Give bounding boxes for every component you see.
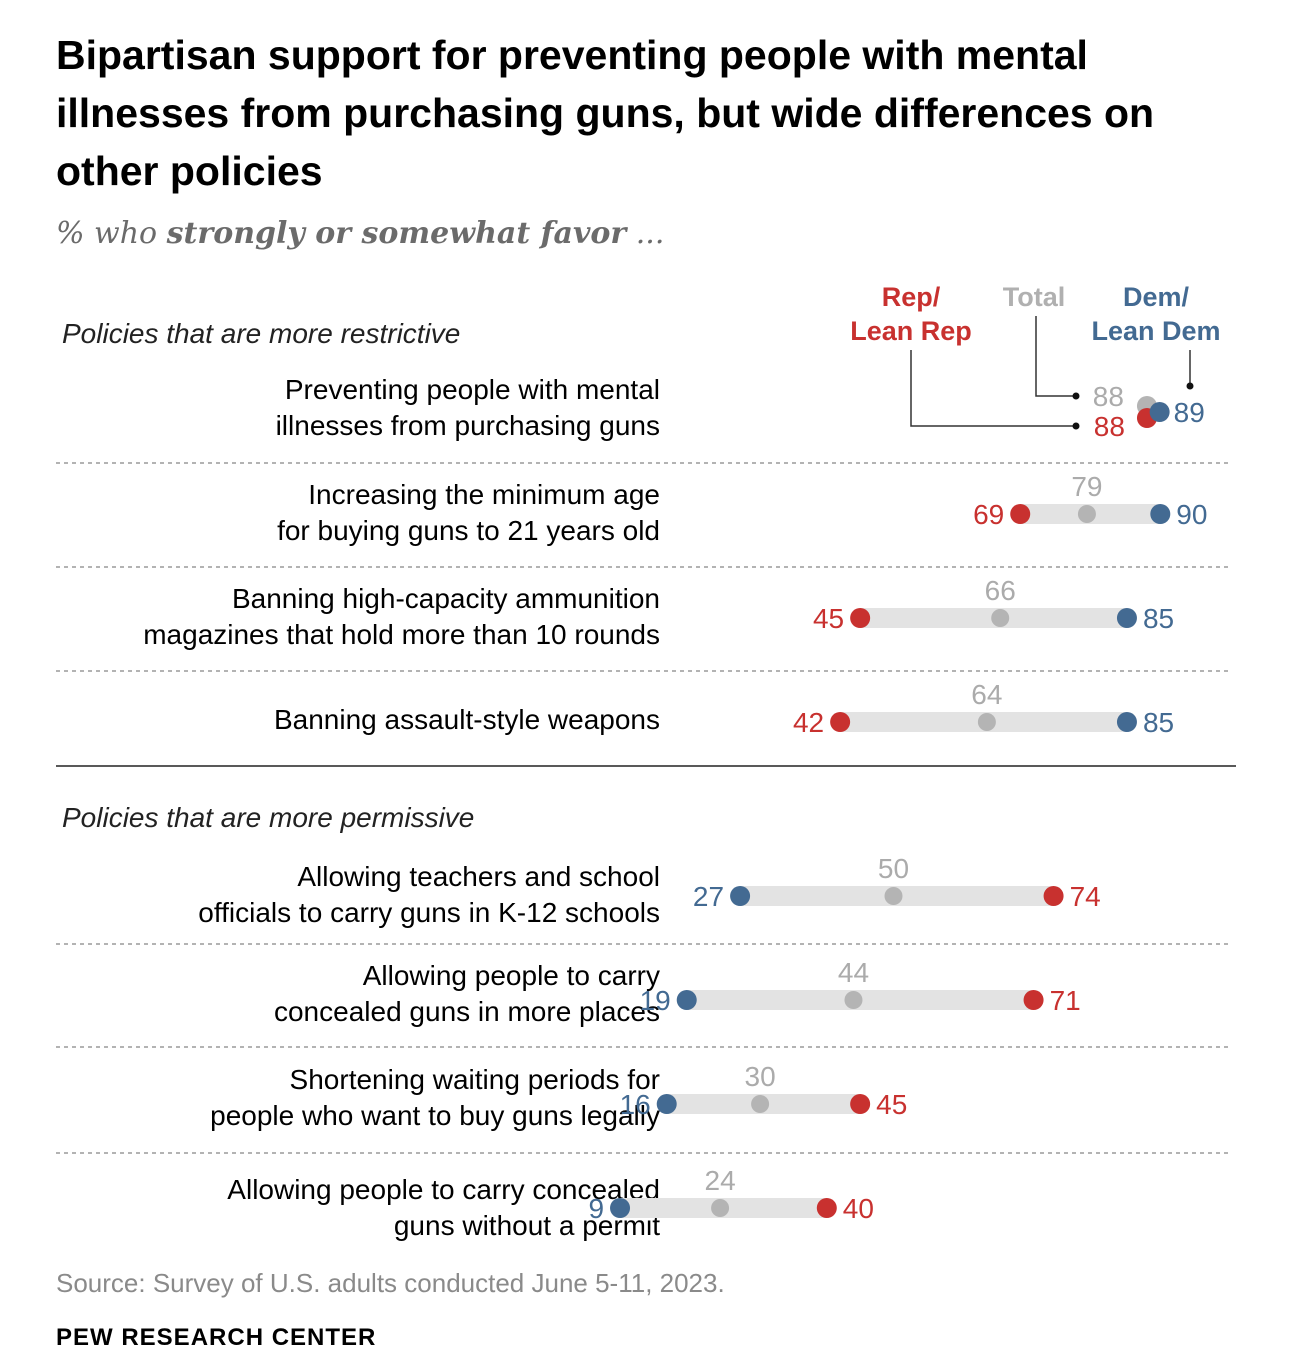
row-label-restrictive-4: Banning assault-style weapons [20, 702, 660, 738]
row-label-line: Shortening waiting periods for [289, 1064, 660, 1095]
dot-dem [610, 1198, 631, 1218]
legend-dem-line1: Dem/ [1123, 282, 1190, 312]
label-total: 24 [705, 1165, 736, 1196]
label-dem: 85 [1143, 707, 1174, 738]
row-label-line: concealed guns in more places [273, 996, 660, 1027]
label-total: 79 [1071, 471, 1102, 502]
label-rep: 42 [793, 707, 824, 738]
brand-logo: PEW RESEARCH CENTER [56, 1324, 377, 1351]
label-total: 64 [971, 679, 1002, 710]
label-rep: 74 [1070, 881, 1101, 912]
legend-rep-line2: Lean Rep [850, 316, 972, 346]
dot-total [1077, 505, 1096, 523]
row-label-line: officials to carry guns in K-12 schools [198, 897, 660, 928]
dot-rep [1023, 990, 1044, 1010]
dot-total [991, 609, 1010, 627]
subtitle-prefix: % who [56, 216, 167, 251]
row-label-restrictive-1: Preventing people with mental illnesses … [20, 372, 660, 444]
label-rep: 88 [1094, 411, 1125, 442]
legend-dem-line2: Lean Dem [1091, 316, 1220, 346]
row-label-line: Allowing people to carry [362, 960, 660, 991]
chart-title: Bipartisan support for preventing people… [56, 32, 1155, 194]
label-total: 44 [838, 957, 869, 988]
label-rep: 45 [876, 1089, 907, 1120]
label-rep: 40 [843, 1193, 874, 1224]
row-label-line: Increasing the minimum age [308, 479, 660, 510]
dot-rep [830, 712, 851, 732]
dot-total [751, 1095, 770, 1113]
legend-rep-line1: Rep/ [882, 282, 941, 312]
dot-dem [1150, 504, 1171, 524]
label-rep: 69 [973, 499, 1004, 530]
dot-dem [730, 886, 751, 906]
label-total: 88 [1093, 381, 1124, 412]
label-dem: 90 [1176, 499, 1207, 530]
dot-dem [676, 990, 697, 1010]
label-dem: 27 [693, 881, 724, 912]
dot-dem [1116, 712, 1137, 732]
row-label-restrictive-3: Banning high-capacity ammunition magazin… [20, 581, 660, 653]
group-label-permissive: Policies that are more permissive [62, 802, 475, 833]
row-label-permissive-2: Allowing people to carry concealed guns … [20, 958, 660, 1030]
dot-rep [1043, 886, 1064, 906]
row-label-line: Preventing people with mental [284, 374, 660, 405]
dot-dem [656, 1094, 677, 1114]
group-label-restrictive: Policies that are more restrictive [62, 318, 461, 349]
row-label-line: Banning assault-style weapons [273, 704, 660, 735]
label-dem: 85 [1143, 603, 1174, 634]
row-label-permissive-3: Shortening waiting periods for people wh… [20, 1062, 660, 1134]
dot-total [844, 991, 863, 1009]
label-dem: 19 [640, 985, 671, 1016]
chart-subtitle: % who strongly or somewhat favor ... [56, 216, 664, 251]
label-dem: 16 [620, 1089, 651, 1120]
label-total: 66 [985, 575, 1016, 606]
row-label-line: people who want to buy guns legally [210, 1100, 660, 1131]
row-label-permissive-1: Allowing teachers and school officials t… [20, 859, 660, 931]
subtitle-emphasis: strongly or somewhat favor [166, 216, 627, 251]
dot-dem [1149, 402, 1170, 422]
dot-rep [850, 1094, 871, 1114]
dot-total [711, 1199, 730, 1217]
dot-total [884, 887, 903, 905]
subtitle-suffix: ... [626, 216, 665, 251]
row-label-line: for buying guns to 21 years old [277, 515, 660, 546]
label-total: 30 [745, 1061, 776, 1092]
row-label-line: magazines that hold more than 10 rounds [143, 619, 660, 650]
row-label-line: Allowing people to carry concealed [227, 1174, 660, 1205]
row-label-line: illnesses from purchasing guns [275, 410, 660, 441]
dot-total [977, 713, 996, 731]
label-rep: 71 [1050, 985, 1081, 1016]
legend-leader-total-dot [1072, 392, 1080, 400]
dot-rep [1010, 504, 1031, 524]
row-label-line: Allowing teachers and school [297, 861, 660, 892]
legend-leader-rep [910, 350, 1076, 427]
legend-leader-total [1035, 316, 1076, 397]
label-dem: 89 [1174, 397, 1205, 428]
dot-rep [850, 608, 871, 628]
dot-dem [1116, 608, 1137, 628]
dot-rep [816, 1198, 837, 1218]
label-dem: 9 [588, 1193, 604, 1224]
label-rep: 45 [813, 603, 844, 634]
legend-leader-dem-dot [1186, 382, 1194, 390]
row-label-line: Banning high-capacity ammunition [231, 583, 660, 614]
legend-total: Total [1003, 282, 1066, 312]
label-total: 50 [878, 853, 909, 884]
row-label-restrictive-2: Increasing the minimum age for buying gu… [20, 477, 660, 549]
legend-leader-rep-dot [1072, 422, 1080, 430]
source-note: Source: Survey of U.S. adults conducted … [56, 1268, 725, 1298]
